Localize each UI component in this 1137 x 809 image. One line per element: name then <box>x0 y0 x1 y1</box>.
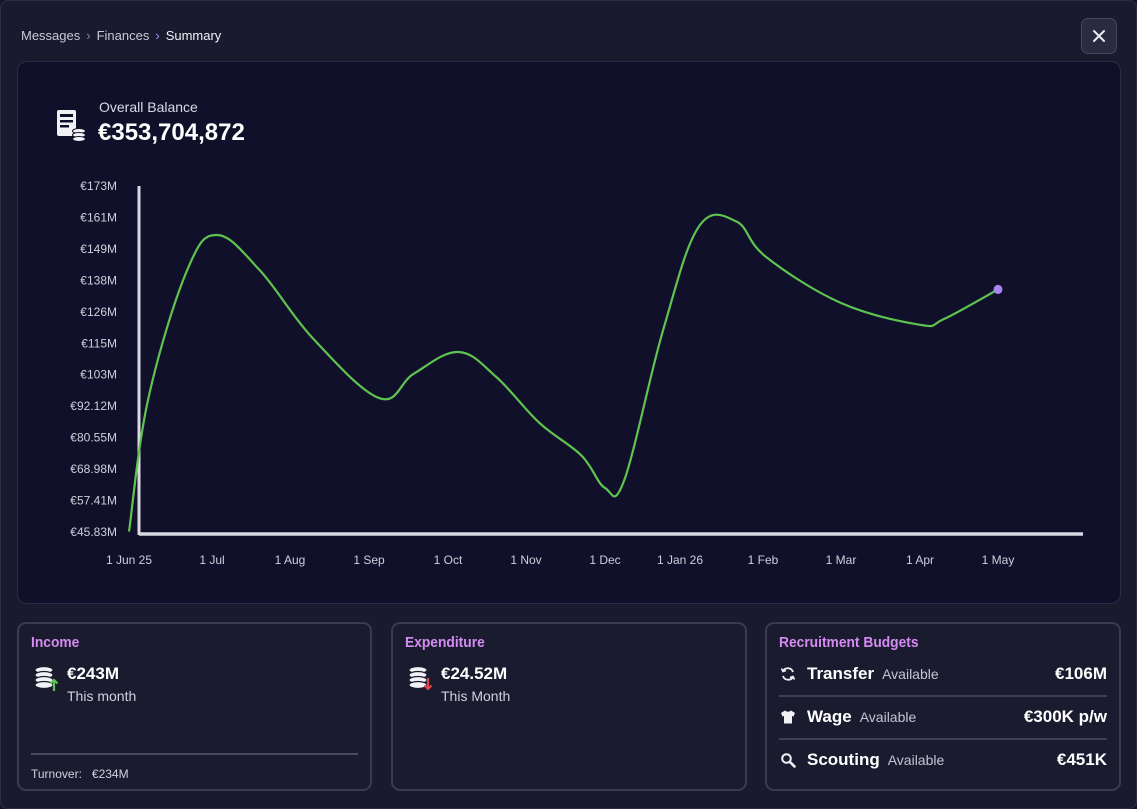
breadcrumb-messages[interactable]: Messages <box>21 28 81 43</box>
divider <box>31 753 358 755</box>
transfer-cycle-icon <box>779 665 797 683</box>
expenditure-period: This Month <box>441 688 511 704</box>
budget-value-transfer: €106M <box>1055 664 1107 683</box>
coins-down-icon <box>408 665 433 691</box>
budget-available-scouting: Available <box>887 752 945 768</box>
turnover-value: €234M <box>91 767 129 781</box>
budget-name-wage: Wage <box>807 707 852 726</box>
coins-up-icon <box>34 665 59 691</box>
budget-row-transfer: Transfer Available €106M <box>779 654 1107 694</box>
budget-row-wage: Wage Available €300K p/w <box>779 697 1107 737</box>
close-button[interactable] <box>1081 18 1117 54</box>
divider <box>779 695 1107 697</box>
turnover: Turnover: €234M <box>31 767 129 781</box>
chevron-right-icon: › <box>86 28 91 43</box>
breadcrumb-finances[interactable]: Finances <box>96 28 150 43</box>
divider <box>779 738 1107 740</box>
recruitment-budgets-card: Recruitment Budgets Transfer Available €… <box>765 622 1121 791</box>
expenditure-amount: €24.52M <box>441 664 508 683</box>
budgets-title: Recruitment Budgets <box>779 634 919 651</box>
close-icon <box>1093 30 1105 42</box>
turnover-label: Turnover: <box>31 767 82 781</box>
income-amount: €243M <box>67 664 119 683</box>
budget-name-scouting: Scouting <box>807 750 880 769</box>
budget-name-transfer: Transfer <box>807 664 875 683</box>
expenditure-card: Expenditure €24.52M This Month <box>391 622 747 791</box>
budget-available-wage: Available <box>859 709 917 725</box>
income-card: Income €243M This month Turnover: €234M <box>17 622 372 791</box>
budget-value-scouting: €451K <box>1056 750 1107 769</box>
budget-value-wage: €300K p/w <box>1023 707 1107 726</box>
breadcrumb-summary: Summary <box>165 28 222 43</box>
shirt-icon <box>779 708 797 726</box>
balance-value: €353,704,872 <box>98 119 245 146</box>
ledger-coins-icon <box>57 110 86 142</box>
budget-available-transfer: Available <box>882 666 939 682</box>
magnifier-icon <box>779 751 797 769</box>
chevron-right-icon: › <box>155 28 160 43</box>
income-period: This month <box>67 688 137 704</box>
income-title: Income <box>31 634 80 651</box>
budget-row-scouting: Scouting Available €451K <box>779 740 1107 780</box>
breadcrumb: Messages › Finances › Summary <box>21 28 221 43</box>
expenditure-title: Expenditure <box>405 634 485 651</box>
balance-label: Overall Balance <box>99 99 198 115</box>
